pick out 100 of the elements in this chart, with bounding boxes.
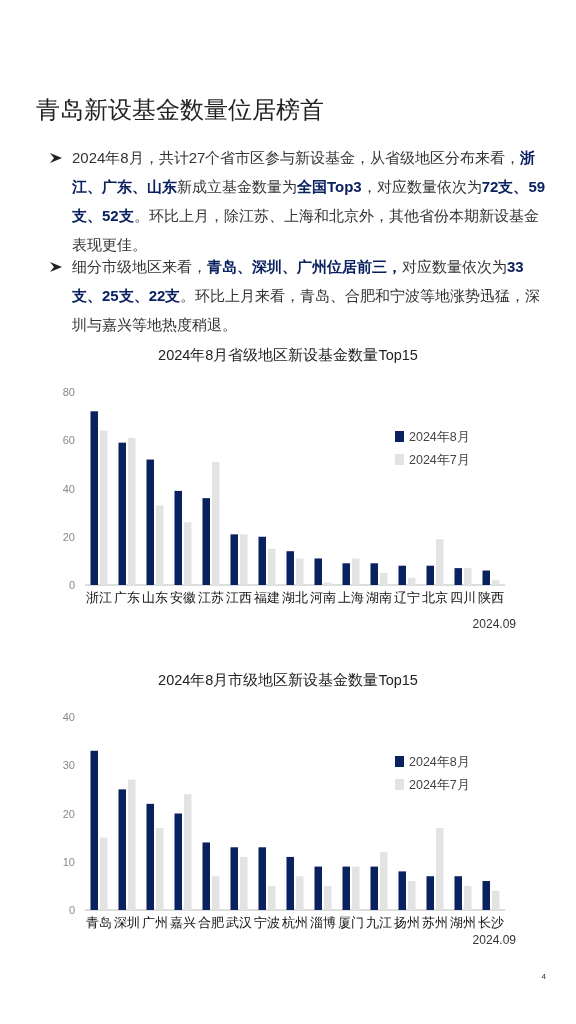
y-tick-label: 40 bbox=[62, 482, 75, 495]
bar bbox=[464, 568, 472, 585]
y-tick-label: 30 bbox=[62, 759, 75, 772]
x-tick-label: 扬州 bbox=[394, 916, 420, 930]
bar bbox=[174, 490, 182, 585]
x-tick-label: 北京 bbox=[422, 591, 448, 605]
bar bbox=[184, 522, 192, 585]
text: 青岛新设基金数量位居榜首 bbox=[36, 95, 324, 125]
bar bbox=[398, 871, 406, 910]
x-tick-label: 安徽 bbox=[170, 590, 196, 605]
x-tick-label: 嘉兴 bbox=[170, 916, 196, 930]
bar bbox=[454, 568, 462, 585]
bar bbox=[156, 505, 164, 585]
bar bbox=[146, 459, 154, 585]
bar bbox=[230, 534, 238, 585]
bar bbox=[482, 570, 490, 585]
bar bbox=[314, 558, 322, 585]
bar bbox=[90, 750, 98, 910]
bar bbox=[408, 881, 416, 910]
bar bbox=[100, 837, 108, 910]
y-tick-label: 60 bbox=[62, 434, 75, 447]
bar bbox=[352, 558, 360, 585]
bar bbox=[174, 813, 182, 910]
bar bbox=[202, 842, 210, 910]
bar bbox=[342, 563, 350, 585]
legend-label: 2024年8月 bbox=[409, 755, 470, 769]
bar bbox=[454, 876, 462, 910]
x-tick-label: 四川 bbox=[450, 591, 476, 605]
text: 2024.09 bbox=[472, 933, 516, 947]
text: 2024.09 bbox=[472, 617, 516, 631]
x-tick-label: 江苏 bbox=[198, 591, 224, 605]
bar bbox=[118, 442, 126, 585]
bar bbox=[258, 536, 266, 585]
bar bbox=[492, 580, 500, 585]
bar bbox=[212, 876, 220, 910]
bar bbox=[118, 789, 126, 910]
text: 4 bbox=[541, 972, 546, 981]
y-tick-label: 40 bbox=[62, 711, 75, 723]
y-tick-label: 20 bbox=[62, 807, 75, 820]
bar bbox=[370, 563, 378, 585]
x-tick-label: 长沙 bbox=[478, 916, 504, 930]
x-tick-label: 福建 bbox=[254, 591, 280, 605]
x-tick-label: 山东 bbox=[142, 591, 168, 605]
bar bbox=[324, 885, 332, 910]
bar bbox=[286, 551, 294, 585]
bar bbox=[258, 847, 266, 910]
bar bbox=[184, 794, 192, 910]
bar bbox=[286, 856, 294, 910]
legend-label: 2024年7月 bbox=[409, 453, 470, 467]
bar bbox=[146, 803, 154, 910]
x-tick-label: 辽宁 bbox=[394, 590, 420, 605]
x-tick-label: 湖州 bbox=[450, 916, 476, 930]
bar bbox=[296, 876, 304, 910]
x-tick-label: 深圳 bbox=[114, 916, 140, 930]
x-tick-label: 九江 bbox=[366, 916, 392, 930]
y-tick-label: 0 bbox=[68, 904, 75, 916]
x-tick-label: 上海 bbox=[338, 591, 364, 605]
bar bbox=[380, 852, 388, 910]
x-tick-label: 江西 bbox=[226, 591, 252, 605]
chart-title: 2024年8月省级地区新设基金数量Top15 bbox=[158, 347, 418, 363]
bar bbox=[482, 881, 490, 910]
bar bbox=[342, 866, 350, 910]
bar bbox=[268, 548, 276, 585]
bar bbox=[370, 866, 378, 910]
chart-title: 2024年8月市级地区新设基金数量Top15 bbox=[158, 672, 418, 688]
x-tick-label: 陕西 bbox=[478, 591, 504, 605]
bar bbox=[398, 565, 406, 585]
y-tick-label: 0 bbox=[68, 579, 75, 591]
bar bbox=[436, 827, 444, 910]
y-tick-label: 20 bbox=[62, 530, 75, 543]
x-tick-label: 宁波 bbox=[254, 915, 280, 930]
bar bbox=[202, 498, 210, 585]
bar bbox=[464, 885, 472, 910]
x-tick-label: 苏州 bbox=[422, 916, 448, 930]
bar bbox=[128, 437, 136, 585]
bar bbox=[240, 856, 248, 910]
x-tick-label: 厦门 bbox=[338, 915, 364, 930]
legend-label: 2024年7月 bbox=[409, 778, 470, 792]
x-tick-label: 淄博 bbox=[310, 916, 336, 930]
bar bbox=[156, 827, 164, 910]
x-tick-label: 浙江 bbox=[86, 591, 112, 605]
text: 细分市级地区来看，青岛、深圳、广州位居前三，对应数量依次为33支、25支、22支。环比上月来看，青岛、合肥和宁波等地涨势迅猛，深圳与嘉兴等地热度稍退。 bbox=[72, 258, 541, 333]
bar bbox=[426, 876, 434, 910]
bar bbox=[296, 558, 304, 585]
x-tick-label: 河南 bbox=[310, 591, 336, 605]
x-tick-label: 青岛 bbox=[86, 916, 112, 930]
bar bbox=[212, 461, 220, 585]
x-tick-label: 杭州 bbox=[281, 916, 308, 930]
bar bbox=[100, 430, 108, 585]
x-tick-label: 合肥 bbox=[198, 916, 224, 930]
bar bbox=[436, 539, 444, 585]
x-tick-label: 湖南 bbox=[366, 591, 392, 605]
bar bbox=[380, 572, 388, 585]
bar bbox=[426, 565, 434, 585]
y-tick-label: 80 bbox=[62, 386, 75, 398]
bar bbox=[492, 890, 500, 910]
bar bbox=[314, 866, 322, 910]
bar bbox=[240, 534, 248, 585]
x-tick-label: 武汉 bbox=[226, 916, 252, 930]
bar bbox=[352, 866, 360, 910]
